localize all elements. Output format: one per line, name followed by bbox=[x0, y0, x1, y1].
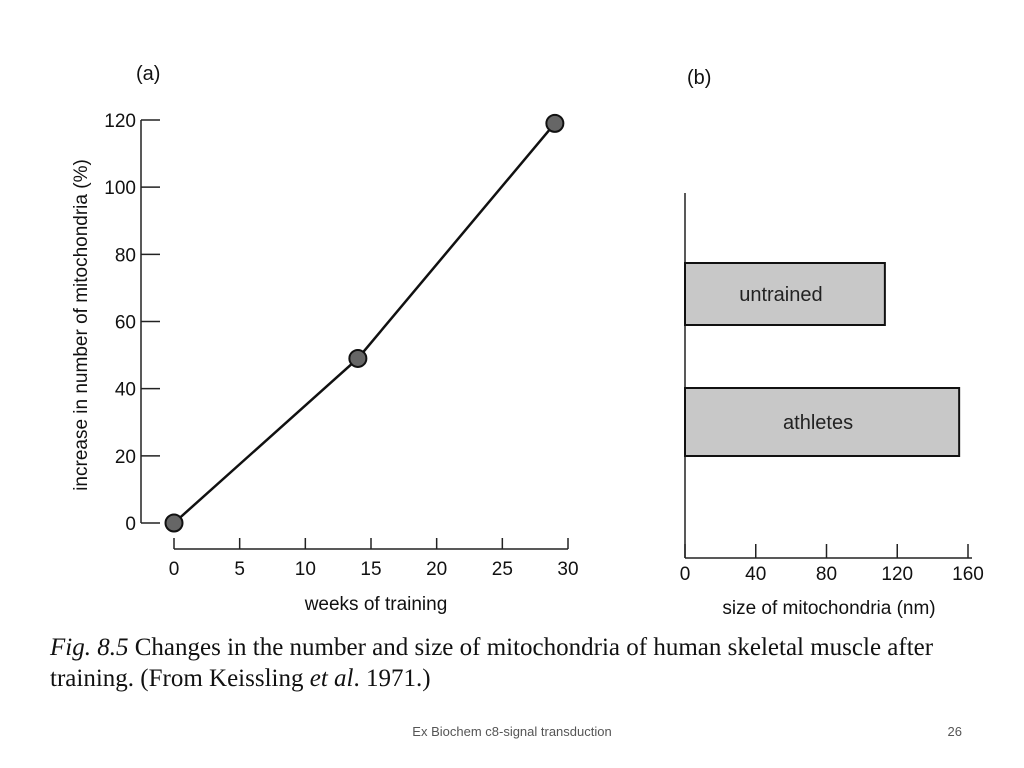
figure-caption: Fig. 8.5 Changes in the number and size … bbox=[50, 632, 990, 694]
panel-a-y-tick-label: 120 bbox=[104, 111, 136, 132]
panel-b-bar-athletes bbox=[684, 387, 961, 457]
panel-b-bar-label: athletes bbox=[783, 412, 853, 434]
panel-a-y-tick-label: 40 bbox=[115, 380, 136, 401]
panel-a-ylabel: increase in number of mitochondria (%) bbox=[71, 159, 92, 491]
panel-a-y-ticks: 0 20 40 60 80 100 120 bbox=[104, 111, 160, 535]
panel-a-x-tick-label: 15 bbox=[360, 559, 381, 580]
panel-a-x-tick-label: 5 bbox=[234, 559, 245, 580]
figure: (a) increase in number of mitochondria (… bbox=[71, 63, 984, 619]
panel-a-points bbox=[164, 113, 565, 533]
panel-b-bar-label: untrained bbox=[739, 284, 822, 306]
panel-b-x-tick-label: 80 bbox=[816, 564, 837, 585]
panel-a-y-tick-label: 80 bbox=[115, 245, 136, 266]
panel-a-x-tick-label: 30 bbox=[557, 559, 578, 580]
panel-b-x-ticks: 0 40 80 120 160 bbox=[680, 544, 984, 585]
panel-a: (a) increase in number of mitochondria (… bbox=[71, 63, 579, 615]
panel-a-series-line bbox=[173, 122, 556, 524]
panel-a-y-tick-label: 100 bbox=[104, 178, 136, 199]
panel-a-x-ticks: 0 5 10 15 20 25 30 bbox=[169, 538, 579, 580]
panel-b-x-tick-label: 160 bbox=[952, 564, 984, 585]
panel-a-x-tick-label: 10 bbox=[295, 559, 316, 580]
panel-b-x-tick-label: 0 bbox=[680, 564, 691, 585]
panel-a-xlabel: weeks of training bbox=[304, 594, 448, 615]
panel-b-label: (b) bbox=[687, 67, 711, 89]
panel-a-y-tick-label: 60 bbox=[115, 313, 136, 334]
panel-a-x-tick-label: 25 bbox=[492, 559, 513, 580]
caption-text-end: . 1971.) bbox=[353, 665, 431, 692]
panel-b-bar-untrained bbox=[684, 262, 886, 326]
slide-number: 26 bbox=[947, 724, 962, 739]
panel-b-x-tick-label: 120 bbox=[881, 564, 913, 585]
panel-b: (b) size of mitochondria (nm) 0 40 80 120 16… bbox=[680, 67, 984, 619]
panel-a-data-point bbox=[545, 113, 565, 133]
panel-b-xlabel: size of mitochondria (nm) bbox=[722, 598, 935, 619]
panel-a-y-tick-label: 20 bbox=[115, 447, 136, 468]
panel-b-bars: untrained athletes bbox=[684, 262, 961, 457]
panel-a-x-tick-label: 0 bbox=[169, 559, 180, 580]
panel-a-data-point bbox=[348, 348, 368, 368]
panel-a-x-tick-label: 20 bbox=[426, 559, 447, 580]
caption-et-al: et al bbox=[309, 665, 354, 692]
caption-fig-number: Fig. 8.5 bbox=[50, 634, 129, 661]
panel-a-data-point bbox=[164, 513, 184, 533]
caption-text: Changes in the number and size of mitoch… bbox=[50, 634, 934, 692]
panel-b-x-tick-label: 40 bbox=[745, 564, 766, 585]
panel-a-label: (a) bbox=[136, 63, 160, 85]
footer-title: Ex Biochem c8-signal transduction bbox=[412, 724, 612, 739]
panel-a-y-tick-label: 0 bbox=[125, 514, 136, 535]
